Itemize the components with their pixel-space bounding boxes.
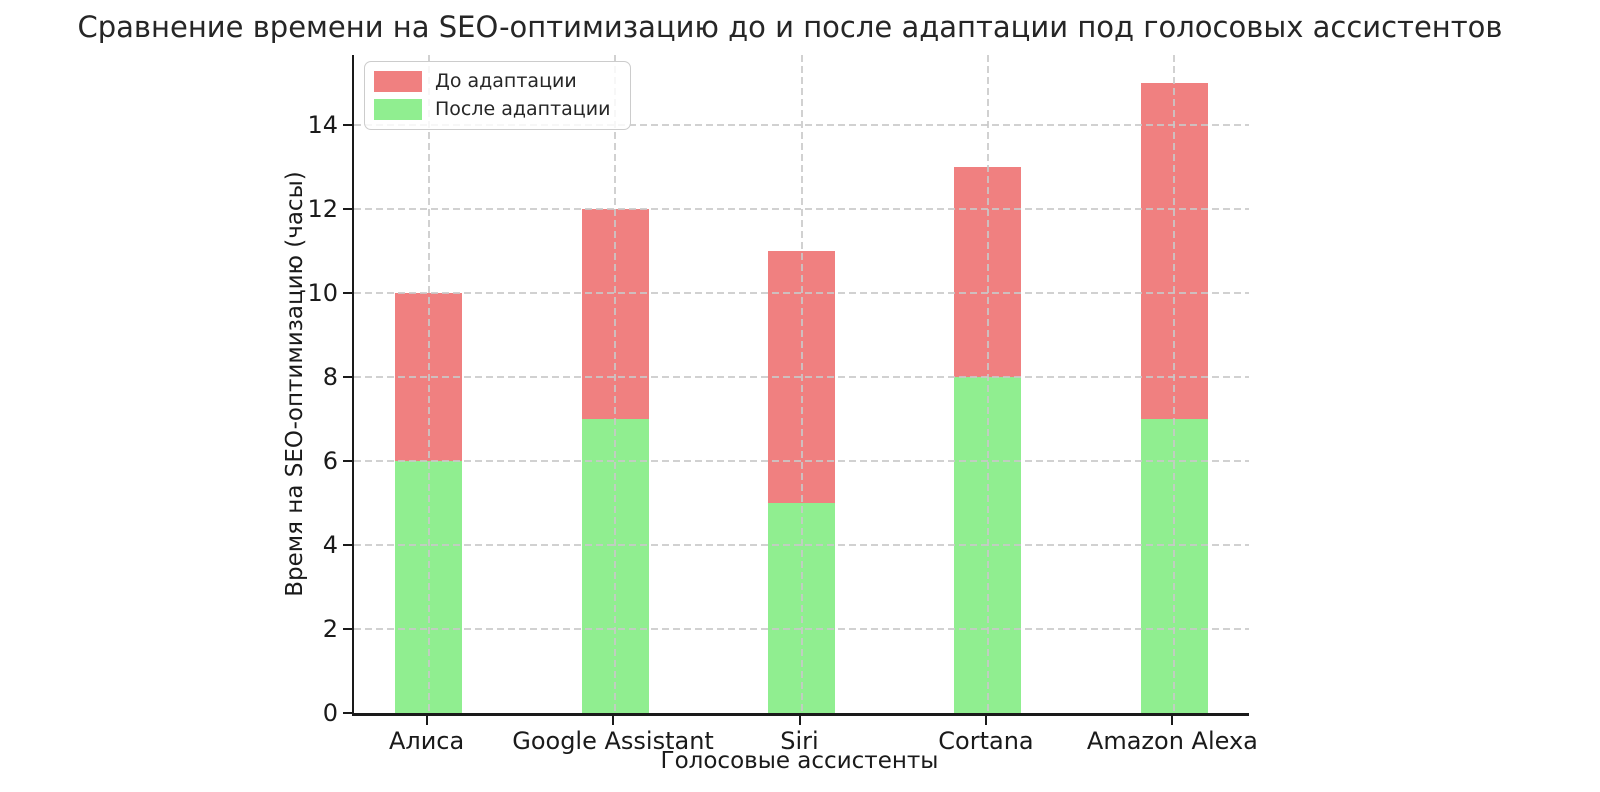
vertical-gridline: [614, 55, 617, 713]
plot-area: [352, 55, 1249, 716]
y-tick-mark: [343, 627, 352, 630]
horizontal-gridline: [354, 291, 1249, 294]
x-tick-label: Google Assistant: [512, 727, 714, 755]
legend-swatch-before: [374, 70, 422, 92]
vertical-gridline: [800, 55, 803, 713]
horizontal-gridline: [354, 123, 1249, 126]
x-axis-label: Голосовые ассистенты: [660, 748, 939, 774]
y-tick-mark: [343, 712, 352, 714]
x-tick-mark: [984, 716, 987, 725]
x-tick-label: Siri: [780, 727, 819, 755]
y-tick-label: 12: [307, 194, 338, 223]
x-tick-label: Amazon Alexa: [1086, 727, 1258, 755]
y-tick-label: 4: [322, 530, 338, 559]
y-tick-label: 0: [322, 699, 338, 727]
x-tick-mark: [612, 716, 615, 725]
horizontal-gridline: [354, 543, 1249, 546]
y-tick-mark: [343, 375, 352, 378]
x-tick-label: Алиса: [388, 727, 465, 755]
x-tick-mark: [425, 716, 428, 725]
vertical-gridline: [986, 55, 989, 713]
y-tick-mark: [343, 207, 352, 210]
x-tick-label: Cortana: [938, 727, 1034, 755]
x-tick-mark: [1171, 716, 1174, 725]
horizontal-gridline: [354, 375, 1249, 378]
legend-label-before: До адаптации: [435, 70, 577, 92]
legend-swatch-after: [374, 98, 422, 120]
legend-row-after: После адаптации: [374, 98, 610, 120]
horizontal-gridline: [354, 627, 1249, 630]
vertical-gridline: [1173, 55, 1176, 713]
y-tick-label: 10: [307, 278, 338, 307]
y-tick-mark: [343, 459, 352, 462]
legend: До адаптации После адаптации: [364, 61, 632, 130]
y-tick-label: 2: [322, 614, 338, 643]
y-tick-label: 8: [322, 362, 338, 391]
y-tick-label: 6: [322, 446, 338, 475]
y-tick-mark: [343, 123, 352, 126]
horizontal-gridline: [354, 207, 1249, 210]
y-tick-mark: [343, 543, 352, 546]
chart-title: Сравнение времени на SEO-оптимизацию до …: [77, 10, 1503, 44]
y-tick-mark: [343, 291, 352, 294]
legend-label-after: После адаптации: [435, 98, 611, 120]
x-tick-mark: [798, 716, 801, 725]
horizontal-gridline: [354, 459, 1249, 462]
vertical-gridline: [427, 55, 430, 713]
y-tick-label: 14: [307, 110, 338, 139]
legend-row-before: До адаптации: [374, 70, 610, 92]
